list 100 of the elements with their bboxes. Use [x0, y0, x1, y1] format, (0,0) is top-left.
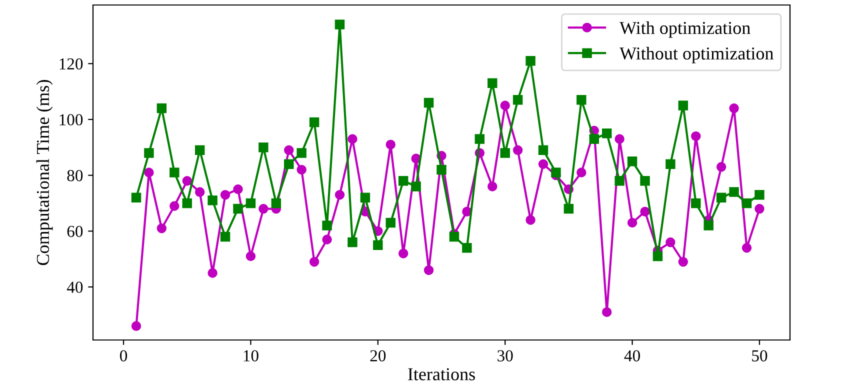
- point: [716, 192, 726, 202]
- point: [271, 198, 282, 208]
- y-axis-title: Computational Time (ms): [36, 80, 53, 266]
- point: [170, 201, 180, 211]
- point: [156, 223, 167, 234]
- point: [386, 218, 396, 228]
- point: [474, 134, 485, 144]
- point: [220, 190, 230, 200]
- point: [322, 234, 332, 244]
- point: [246, 198, 256, 208]
- legend-label: Without optimization: [620, 46, 774, 64]
- point: [488, 78, 498, 88]
- point: [398, 176, 408, 186]
- point: [309, 256, 320, 267]
- point: [194, 145, 205, 156]
- point: [258, 204, 268, 214]
- y-tick-label: 60: [67, 226, 83, 238]
- point: [742, 243, 752, 253]
- x-tick-label: 0: [120, 350, 128, 362]
- point: [627, 218, 638, 228]
- x-tick-label: 50: [752, 350, 768, 362]
- point: [424, 265, 434, 276]
- point: [170, 168, 180, 178]
- point: [754, 190, 764, 200]
- point: [512, 95, 523, 105]
- point: [296, 164, 306, 175]
- point: [691, 198, 701, 208]
- point: [233, 204, 243, 214]
- point: [348, 237, 358, 248]
- point: [258, 142, 268, 152]
- point: [754, 204, 764, 214]
- point: [220, 232, 230, 242]
- point: [182, 198, 192, 208]
- point: [131, 321, 142, 331]
- legend-label: With optimization: [620, 21, 750, 38]
- point: [284, 145, 294, 156]
- point: [488, 182, 498, 192]
- point: [652, 251, 663, 262]
- point: [284, 159, 294, 169]
- y-tick-label: 80: [67, 170, 83, 182]
- point: [156, 103, 167, 114]
- point: [678, 100, 688, 110]
- point: [208, 268, 218, 278]
- point: [614, 176, 624, 186]
- point: [691, 131, 701, 142]
- point: [296, 148, 306, 158]
- point: [233, 184, 243, 194]
- point: [576, 95, 586, 105]
- x-tick-label: 40: [624, 350, 640, 362]
- x-tick-label: 10: [244, 350, 258, 362]
- point: [411, 182, 421, 192]
- point: [436, 164, 446, 175]
- point: [742, 198, 752, 208]
- point: [589, 134, 599, 144]
- point: [424, 98, 434, 108]
- point: [666, 237, 676, 248]
- point: [640, 176, 650, 186]
- point: [182, 176, 192, 186]
- point: [449, 232, 460, 242]
- point: [526, 56, 536, 66]
- point: [564, 204, 574, 214]
- point: [551, 168, 561, 178]
- point: [309, 117, 320, 128]
- point: [500, 100, 510, 110]
- point: [144, 168, 154, 178]
- y-tick-label: 100: [60, 114, 83, 126]
- point: [602, 307, 612, 317]
- point: [538, 159, 548, 169]
- point: [322, 220, 332, 230]
- point: [398, 248, 408, 258]
- point: [208, 196, 218, 206]
- point: [666, 159, 676, 169]
- x-tick-label: 30: [498, 350, 513, 362]
- point: [194, 187, 205, 197]
- point: [716, 162, 726, 172]
- point: [462, 243, 472, 253]
- x-axis-title: Iterations: [408, 368, 475, 380]
- y-tick-label: 120: [60, 58, 83, 70]
- point: [704, 220, 714, 230]
- x-tick-label: 20: [370, 350, 386, 362]
- point: [144, 148, 154, 158]
- point: [614, 134, 624, 144]
- point: [526, 215, 536, 225]
- point: [678, 256, 688, 267]
- y-tick-label: 40: [66, 282, 83, 293]
- point: [729, 187, 739, 197]
- point: [627, 156, 638, 166]
- point: [538, 145, 548, 156]
- point: [360, 192, 370, 202]
- point: [386, 140, 396, 150]
- point: [512, 145, 523, 156]
- point: [246, 251, 256, 262]
- point: [500, 148, 510, 158]
- point: [729, 103, 739, 114]
- point: [348, 134, 358, 144]
- point: [373, 240, 383, 250]
- point: [640, 206, 650, 216]
- point: [334, 190, 345, 200]
- point: [602, 128, 612, 138]
- point: [131, 192, 142, 202]
